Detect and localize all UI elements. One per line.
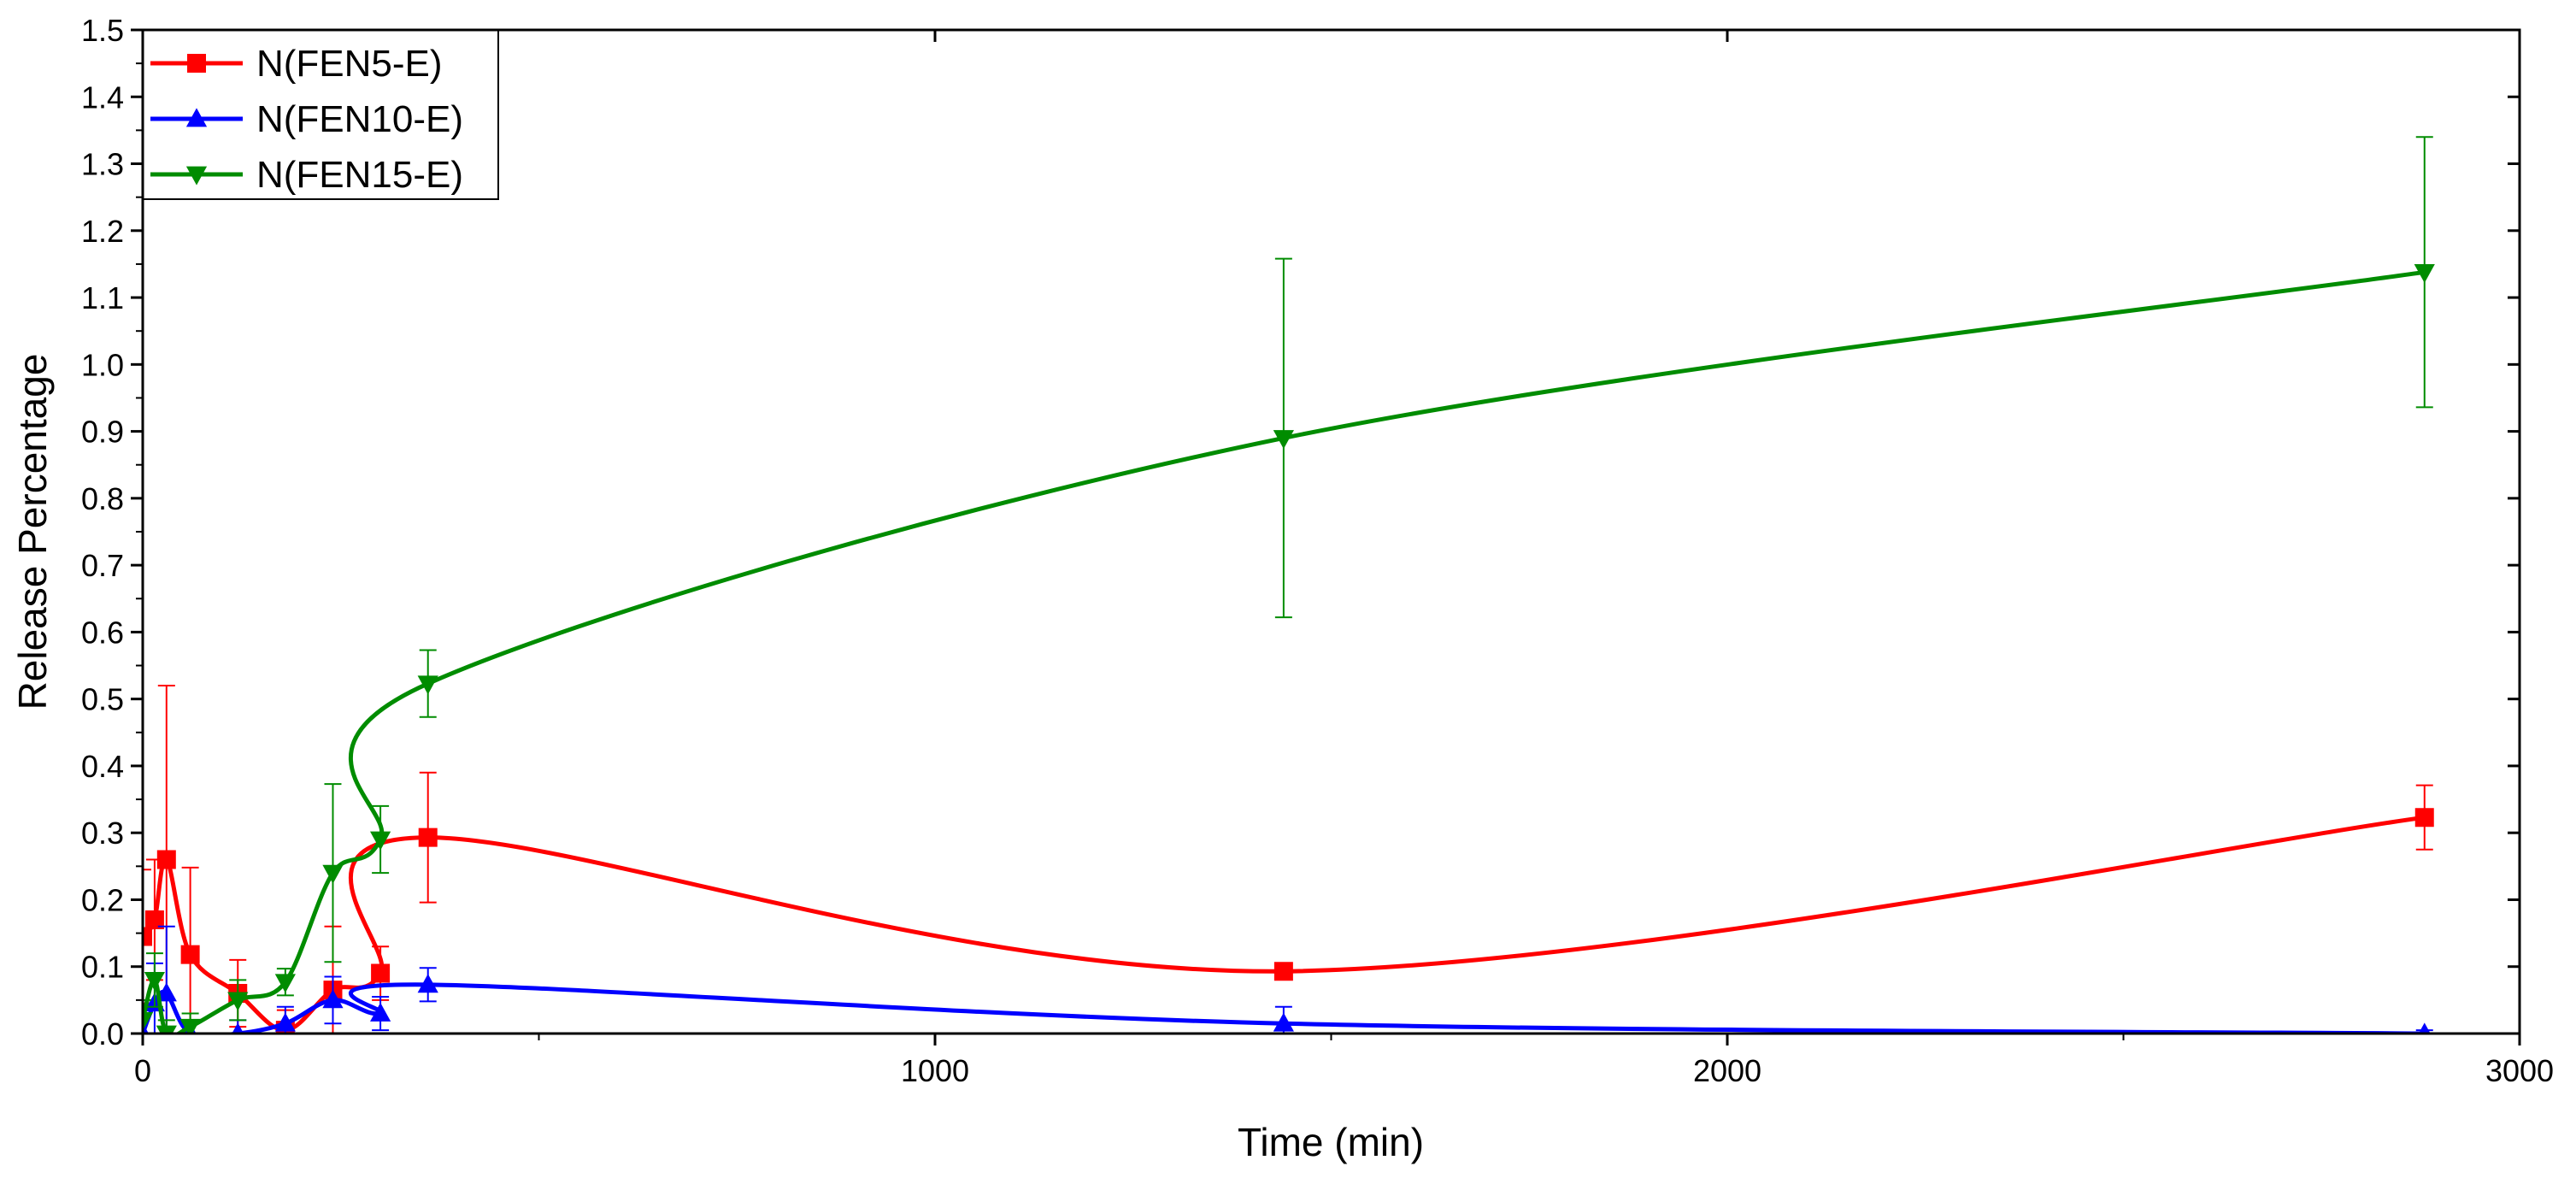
data-point [144,910,164,929]
data-point [1273,962,1293,981]
legend-frame [142,29,499,200]
x-tick-label: 1000 [901,1053,969,1088]
plot-area [143,136,2435,1034]
data-point [370,1002,391,1022]
data-point [1273,430,1294,450]
chart-axes: 0.0 0.1 0.2 0.3 0.4 0.5 0.6 0.7 0.8 0.9 1.0 1.1 1.2 1… [81,13,2554,1088]
data-point [143,1022,149,1034]
y-tick-label: 0.7 [81,548,124,583]
legend-label: N(FEN5-E) [256,43,443,85]
plot-frame [141,28,2521,1035]
legend-label: N(FEN10-E) [256,98,463,140]
y-tick-label: 0.8 [81,481,124,516]
y-tick-label: 0.3 [81,816,124,851]
data-point [156,850,176,869]
data-point [143,1012,154,1031]
data-point [1273,1012,1294,1032]
x-tick-label: 0 [134,1053,151,1088]
data-point [370,831,391,851]
x-tick-label: 2000 [1693,1053,1761,1088]
y-tick-label: 1.0 [81,347,124,382]
chart-marks [143,136,2435,1034]
series-line [143,815,2426,1033]
y-tick-label: 1.3 [81,147,124,182]
data-point [2414,808,2434,828]
data-point [227,992,249,1011]
legend-label: N(FEN15-E) [256,154,463,196]
series-n-fen15-e [143,136,2435,1034]
data-point [156,982,177,1002]
legend: N(FEN5-E) N(FEN10-E) N(FEN15-E) [142,29,499,200]
plot-clipped-group [143,136,2435,1034]
data-point [179,1018,201,1034]
data-point [156,1025,177,1034]
series-n-fen10-e [143,925,2433,1034]
y-tick-label: 0.2 [81,882,124,917]
data-point [322,864,344,884]
data-point [371,963,391,983]
y-tick-label: 1.1 [81,280,124,315]
data-point [417,675,438,695]
y-tick-label: 1.4 [81,80,124,115]
y-tick-label: 0.6 [81,615,124,650]
data-point [418,828,438,847]
legend-marker [185,166,208,186]
data-point [2414,263,2435,283]
y-tick-label: 1.2 [81,214,124,249]
y-tick-label: 0.0 [81,1016,124,1051]
data-point [274,974,296,993]
y-tick-label: 0.5 [81,682,124,717]
y-axis-label: Release Percentage [10,354,55,710]
data-point [417,974,438,993]
y-tick-label: 1.5 [81,13,124,48]
legend-marker [185,108,208,127]
y-tick-label: 0.9 [81,415,124,450]
data-point [143,927,152,946]
legend-marker [187,54,206,73]
data-point [232,1022,244,1034]
y-tick-label: 0.4 [81,749,124,784]
y-tick-label: 0.1 [81,950,124,985]
x-axis-label: Time (min) [1238,1120,1424,1164]
data-point [322,989,344,1009]
x-tick-label: 3000 [2485,1053,2554,1088]
data-point [180,945,200,964]
data-point [274,1012,296,1032]
data-point [2418,1022,2431,1034]
data-point [144,972,166,992]
